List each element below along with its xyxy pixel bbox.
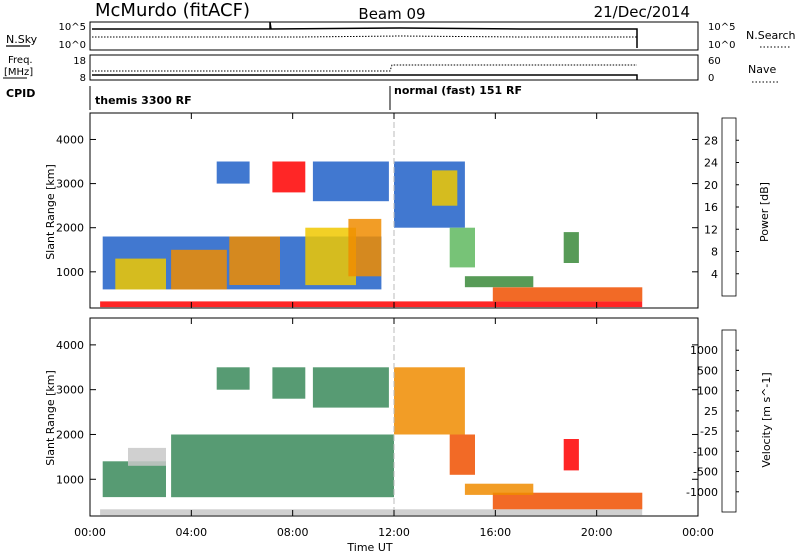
colorbar-tick-label: -1000 — [686, 486, 718, 499]
velocity-panel: 1000 2000 3000 4000 Slant Range [km] 1000 50… — [44, 317, 773, 517]
x-tick-label: 12:00 — [378, 526, 410, 539]
y-tick-label: 1000 — [56, 266, 84, 279]
colorbar-tick-label: 24 — [704, 157, 718, 170]
x-tick-label: 00:00 — [74, 526, 106, 539]
scatter-region-10 — [312, 161, 389, 202]
scatter-region-9 — [272, 161, 306, 193]
station-title: McMurdo (fitACF) — [95, 0, 250, 21]
nsearch-tick-top: 10^5 — [708, 22, 735, 33]
nave-label: Nave — [748, 63, 776, 76]
scatter-region-7 — [305, 227, 356, 286]
colorbar-tick-label: -100 — [693, 445, 718, 458]
scatter-region-3 — [102, 461, 166, 498]
colorbar-tick-label: 16 — [704, 201, 718, 214]
scatter-region-11 — [216, 367, 250, 390]
power-colorbar-label: Power [dB] — [758, 182, 771, 242]
scatter-region-6 — [229, 236, 280, 285]
velocity-ylabel: Slant Range [km] — [44, 370, 57, 466]
cpid-label: CPID — [6, 87, 35, 100]
scatter-region-5 — [171, 249, 227, 290]
nave-tick-bottom: 0 — [708, 73, 714, 84]
freq-label-1: Freq. — [8, 55, 33, 66]
y-tick-label: 2000 — [56, 428, 84, 441]
freq-tick-top: 18 — [73, 56, 86, 67]
velocity-colorbar-label: Velocity [m s^-1] — [760, 372, 773, 467]
scatter-region-7 — [272, 367, 306, 399]
scatter-region-1 — [492, 287, 643, 302]
colorbar-tick-label: 20 — [704, 179, 718, 192]
beam-title: Beam 09 — [358, 5, 425, 23]
x-axis: 00:00 04:00 08:00 12:00 16:00 20:00 00:00 — [74, 526, 714, 539]
date-title: 21/Dec/2014 — [594, 3, 690, 21]
colorbar-tick-label: 28 — [704, 134, 718, 147]
freq-label-2: [MHz] — [4, 67, 33, 78]
scatter-region-0 — [100, 301, 643, 308]
scatter-region-10 — [563, 439, 579, 471]
x-tick-label: 20:00 — [581, 526, 613, 539]
freq-panel: Freq. [MHz] 18 8 60 0 Nave — [3, 54, 780, 84]
colorbar-tick-label: 12 — [704, 223, 718, 236]
scatter-region-2 — [464, 276, 534, 288]
y-tick-label: 3000 — [56, 384, 84, 397]
colorbar-tick-label: 100 — [697, 385, 718, 398]
nsearch-label: N.Search — [746, 29, 796, 42]
scatter-region-9 — [449, 434, 475, 475]
colorbar-frame — [721, 117, 737, 297]
cpid-mode-2: normal (fast) 151 RF — [394, 84, 522, 97]
scatter-region-15 — [216, 161, 250, 184]
colorbar-tick-label: 1000 — [690, 344, 718, 357]
x-tick-label: 04:00 — [175, 526, 207, 539]
colorbar-tick-label: -500 — [693, 466, 718, 479]
scatter-region-0 — [100, 509, 643, 516]
nsky-tick-bottom: 10^0 — [59, 40, 86, 51]
y-tick-label: 4000 — [56, 339, 84, 352]
colorbar-frame — [721, 329, 737, 513]
power-ylabel: Slant Range [km] — [44, 164, 57, 260]
power-panel: 1000 2000 3000 4000 Slant Range [km] 4 8 12 16… — [44, 112, 771, 309]
scatter-region-2 — [464, 483, 534, 495]
nave-tick-top: 60 — [708, 56, 721, 67]
nsky-tick-top: 10^5 — [59, 22, 86, 33]
freq-tick-bottom: 8 — [80, 73, 86, 84]
scatter-region-4 — [171, 434, 394, 498]
scatter-region-13 — [449, 227, 475, 268]
cpid-mode-1: themis 3300 RF — [95, 94, 192, 107]
y-tick-label: 1000 — [56, 473, 84, 486]
scatter-region-14 — [563, 232, 579, 263]
nsky-label: N.Sky — [6, 33, 38, 46]
colorbar-tick-label: -25 — [700, 425, 718, 438]
y-tick-label: 4000 — [56, 133, 84, 146]
noise-panel: N.Sky 10^5 10^0 10^5 10^0 N.Search — [6, 21, 796, 51]
y-tick-label: 2000 — [56, 222, 84, 235]
x-tick-label: 16:00 — [479, 526, 511, 539]
y-tick-label: 3000 — [56, 178, 84, 191]
scatter-region-8 — [348, 218, 382, 277]
scatter-region-8 — [312, 367, 389, 408]
scatter-region-1 — [492, 492, 643, 510]
nsearch-tick-bottom: 10^0 — [708, 40, 735, 51]
colorbar-tick-label: 500 — [697, 364, 718, 377]
colorbar-tick-label: 25 — [704, 405, 718, 418]
x-tick-label: 08:00 — [277, 526, 309, 539]
x-axis-label: Time UT — [346, 541, 392, 554]
scatter-region-5 — [128, 447, 166, 466]
colorbar-tick-label: 8 — [711, 246, 718, 259]
scatter-region-6 — [394, 367, 465, 435]
scatter-region-4 — [115, 258, 166, 290]
scatter-region-12 — [432, 170, 458, 206]
colorbar-tick-label: 4 — [711, 268, 718, 281]
x-tick-label: 00:00 — [682, 526, 714, 539]
